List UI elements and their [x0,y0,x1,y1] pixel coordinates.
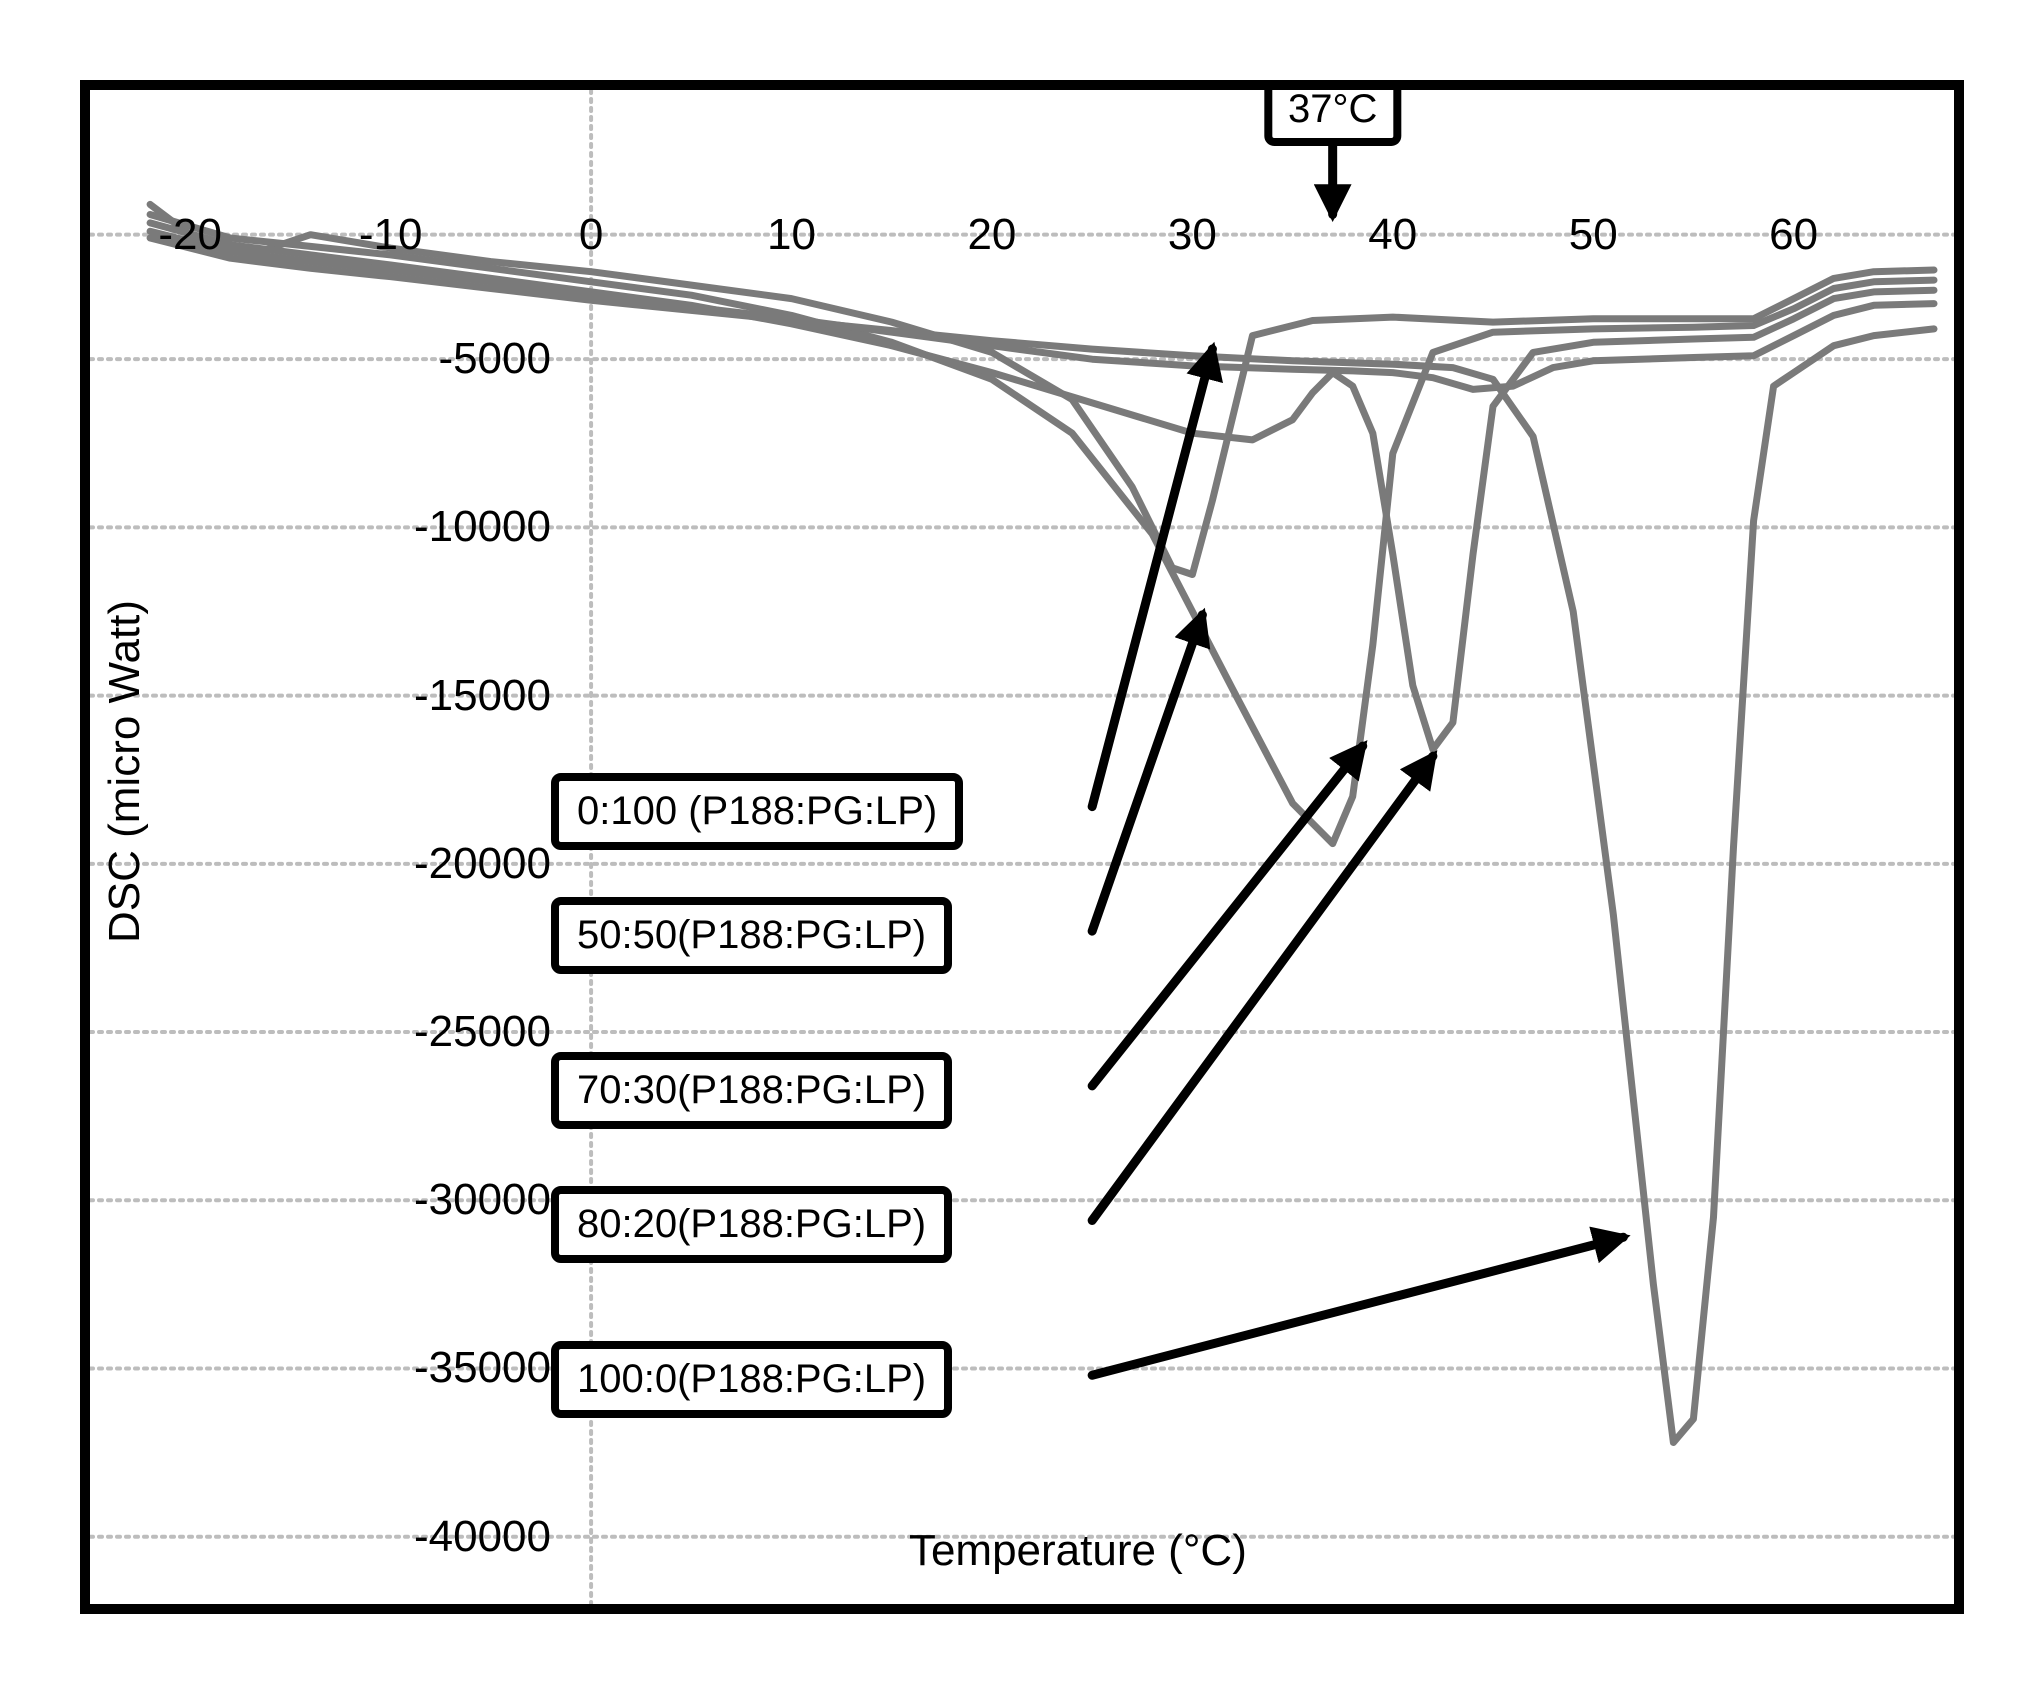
temperature-marker-label: 37°C [1264,80,1401,146]
chart-svg [90,90,1954,1604]
series-callout-label: 70:30(P188:PG:LP) [577,1068,926,1112]
x-axis-label: Temperature (°C) [909,1526,1247,1576]
y-tick-label: -20000 [414,839,551,889]
x-tick-label: 40 [1368,210,1417,260]
y-tick-label: -5000 [438,334,551,384]
y-axis-label: DSC (micro Watt) [100,600,150,943]
x-tick-label: -20 [158,210,222,260]
x-tick-label: 30 [1168,210,1217,260]
y-tick-label: -15000 [414,671,551,721]
temperature-marker-text: 37°C [1288,87,1377,131]
y-tick-label: -25000 [414,1007,551,1057]
x-tick-label: 20 [967,210,1016,260]
series-callout-label: 0:100 (P188:PG:LP) [577,789,937,833]
figure-frame: DSC (micro Watt) Temperature (°C) 37°C -… [0,0,2044,1694]
y-tick-label: -35000 [414,1343,551,1393]
x-tick-label: 50 [1569,210,1618,260]
series-callout-label: 100:0(P188:PG:LP) [577,1357,926,1401]
series-callout-0-100: 0:100 (P188:PG:LP) [551,773,963,850]
series-callout-50-50: 50:50(P188:PG:LP) [551,897,952,974]
y-tick-label: -30000 [414,1175,551,1225]
series-callout-70-30: 70:30(P188:PG:LP) [551,1052,952,1129]
series-callout-100-0: 100:0(P188:PG:LP) [551,1341,952,1418]
x-tick-label: 60 [1769,210,1818,260]
x-tick-label: 0 [579,210,603,260]
x-tick-label: -10 [359,210,423,260]
x-tick-label: 10 [767,210,816,260]
series-callout-label: 80:20(P188:PG:LP) [577,1202,926,1246]
series-callout-80-20: 80:20(P188:PG:LP) [551,1186,952,1263]
y-tick-label: -40000 [414,1512,551,1562]
y-tick-label: -10000 [414,502,551,552]
chart-border: DSC (micro Watt) Temperature (°C) 37°C -… [80,80,1964,1614]
series-callout-label: 50:50(P188:PG:LP) [577,913,926,957]
